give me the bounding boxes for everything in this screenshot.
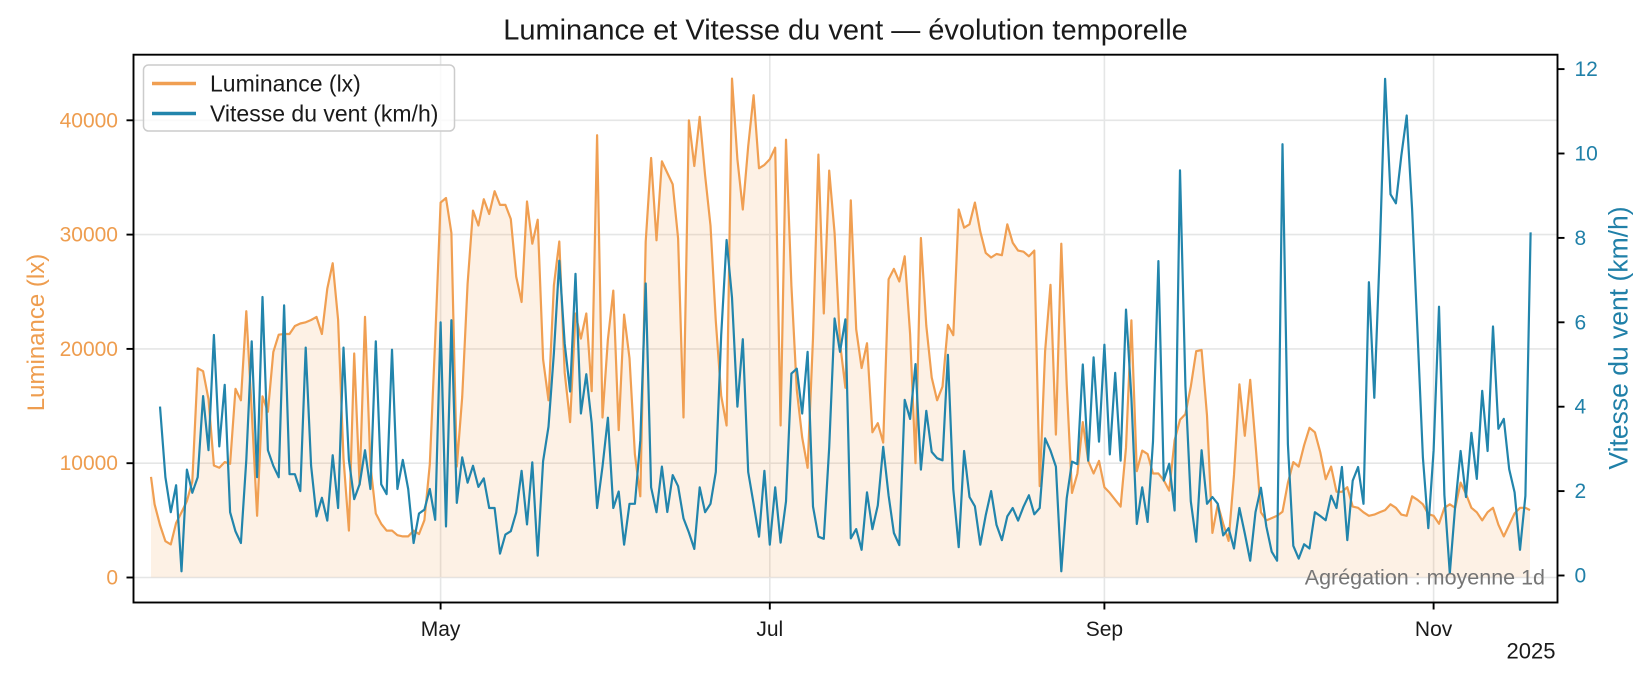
svg-text:40000: 40000: [60, 109, 118, 132]
svg-text:8: 8: [1575, 227, 1587, 250]
svg-text:0: 0: [1575, 565, 1587, 588]
svg-text:Luminance et Vitesse du vent —: Luminance et Vitesse du vent — évolution…: [503, 15, 1188, 47]
svg-text:Jul: Jul: [756, 618, 783, 641]
svg-text:6: 6: [1575, 311, 1587, 334]
svg-text:May: May: [421, 618, 461, 641]
svg-text:20000: 20000: [60, 338, 118, 361]
svg-text:2025: 2025: [1507, 639, 1556, 664]
svg-text:12: 12: [1575, 58, 1598, 81]
svg-text:0: 0: [106, 567, 118, 590]
svg-text:Vitesse du vent (km/h): Vitesse du vent (km/h): [210, 101, 438, 127]
svg-text:10000: 10000: [60, 452, 118, 475]
svg-text:4: 4: [1575, 396, 1587, 419]
svg-text:Nov: Nov: [1415, 618, 1453, 641]
svg-text:Luminance (lx): Luminance (lx): [23, 254, 50, 411]
svg-text:Agrégation : moyenne 1d: Agrégation : moyenne 1d: [1305, 566, 1545, 590]
svg-text:Luminance (lx): Luminance (lx): [210, 71, 361, 97]
svg-text:30000: 30000: [60, 224, 118, 247]
svg-text:10: 10: [1575, 143, 1598, 166]
svg-text:2: 2: [1575, 480, 1587, 503]
svg-text:Vitesse du vent (km/h): Vitesse du vent (km/h): [1604, 206, 1634, 469]
svg-text:Sep: Sep: [1086, 618, 1123, 641]
